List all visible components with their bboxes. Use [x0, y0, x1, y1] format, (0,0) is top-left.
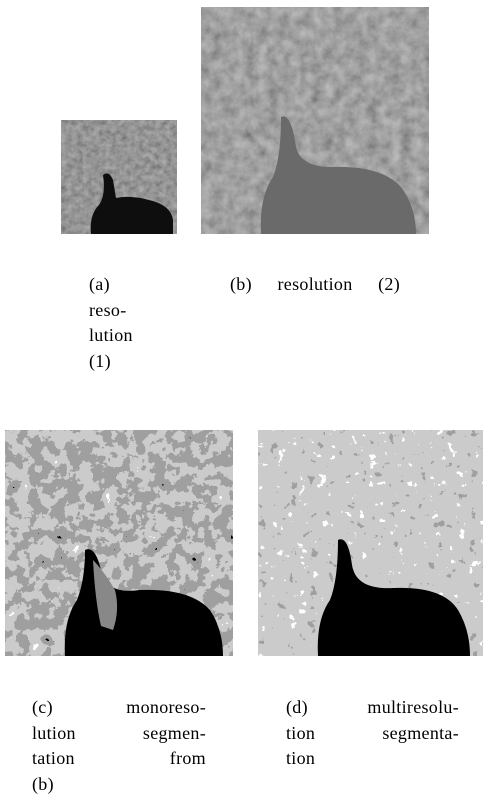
caption-line: (c) monoreso- [32, 695, 206, 721]
caption-line: tion segmenta- [286, 721, 459, 747]
caption-a: (a)reso-lution(1) [89, 272, 145, 374]
page: {"figures": [ {"caption_lines": ["(a)", … [0, 0, 483, 795]
caption-line: tion [286, 746, 459, 772]
image-b [201, 7, 429, 234]
caption-d: (d) multiresolu-tion segmenta-tion [286, 695, 459, 772]
caption-line: lution segmen- [32, 721, 206, 747]
caption-line: reso- [89, 298, 145, 324]
caption-line: lution [89, 323, 145, 349]
caption-c: (c) monoreso-lution segmen-tation from(b… [32, 695, 206, 797]
caption-line: (d) multiresolu- [286, 695, 459, 721]
caption-line: (a) [89, 272, 145, 298]
caption-line: tation from [32, 746, 206, 772]
image-c [5, 430, 233, 656]
caption-b: (b) resolution (2) [230, 272, 400, 298]
image-d [258, 430, 483, 656]
image-a [61, 120, 177, 234]
caption-line: (1) [89, 349, 145, 375]
caption-line: (b) resolution (2) [230, 272, 400, 298]
caption-line: (b) [32, 772, 206, 797]
